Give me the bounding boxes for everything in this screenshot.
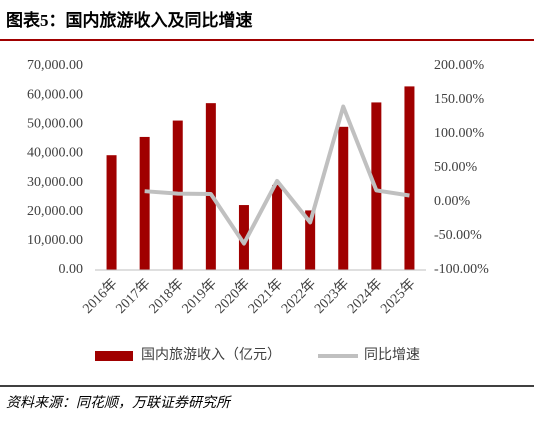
y-tick-label: 60,000.00 [27, 87, 83, 102]
y-tick-label: 30,000.00 [27, 175, 83, 190]
x-tick-label: 2022年 [278, 276, 319, 317]
y2-tick-label: 50.00% [434, 160, 478, 175]
y2-tick-label: 0.00% [434, 194, 471, 209]
y2-tick-label: 200.00% [434, 58, 485, 73]
y-tick-label: 20,000.00 [27, 204, 83, 219]
x-tick-label: 2025年 [378, 276, 419, 317]
bar [205, 103, 216, 270]
line [144, 104, 410, 246]
y2-tick-label: 150.00% [434, 92, 485, 107]
bar [305, 210, 316, 270]
y-tick-label: 50,000.00 [27, 117, 83, 132]
bar [139, 136, 150, 270]
legend-label: 国内旅游收入（亿元） [141, 347, 281, 363]
source-note: 资料来源：同花顺，万联证券研究所 [6, 395, 232, 411]
x-tick-label: 2023年 [311, 276, 352, 317]
x-tick-label: 2019年 [179, 276, 220, 317]
chart-title: 图表5：国内旅游收入及同比增速 [6, 10, 253, 30]
x-tick-label: 2016年 [80, 276, 121, 317]
y2-tick-label: -100.00% [434, 262, 489, 277]
x-tick-label: 2024年 [344, 276, 385, 317]
x-tick-label: 2020年 [212, 276, 253, 317]
y2-tick-label: -50.00% [434, 228, 482, 243]
legend-swatch [95, 351, 133, 361]
bar [404, 86, 415, 271]
x-tick-label: 2021年 [245, 276, 286, 317]
bar [106, 155, 117, 270]
y2-tick-label: 100.00% [434, 126, 485, 141]
bar [272, 184, 283, 270]
y-tick-label: 10,000.00 [27, 233, 83, 248]
x-tick-label: 2018年 [146, 276, 187, 317]
bar [338, 126, 349, 270]
y-tick-label: 40,000.00 [27, 146, 83, 161]
y-tick-label: 70,000.00 [27, 58, 83, 73]
legend-label: 同比增速 [364, 347, 420, 363]
x-tick-label: 2017年 [113, 276, 154, 317]
bar [238, 205, 249, 270]
y-tick-label: 0.00 [59, 262, 84, 277]
